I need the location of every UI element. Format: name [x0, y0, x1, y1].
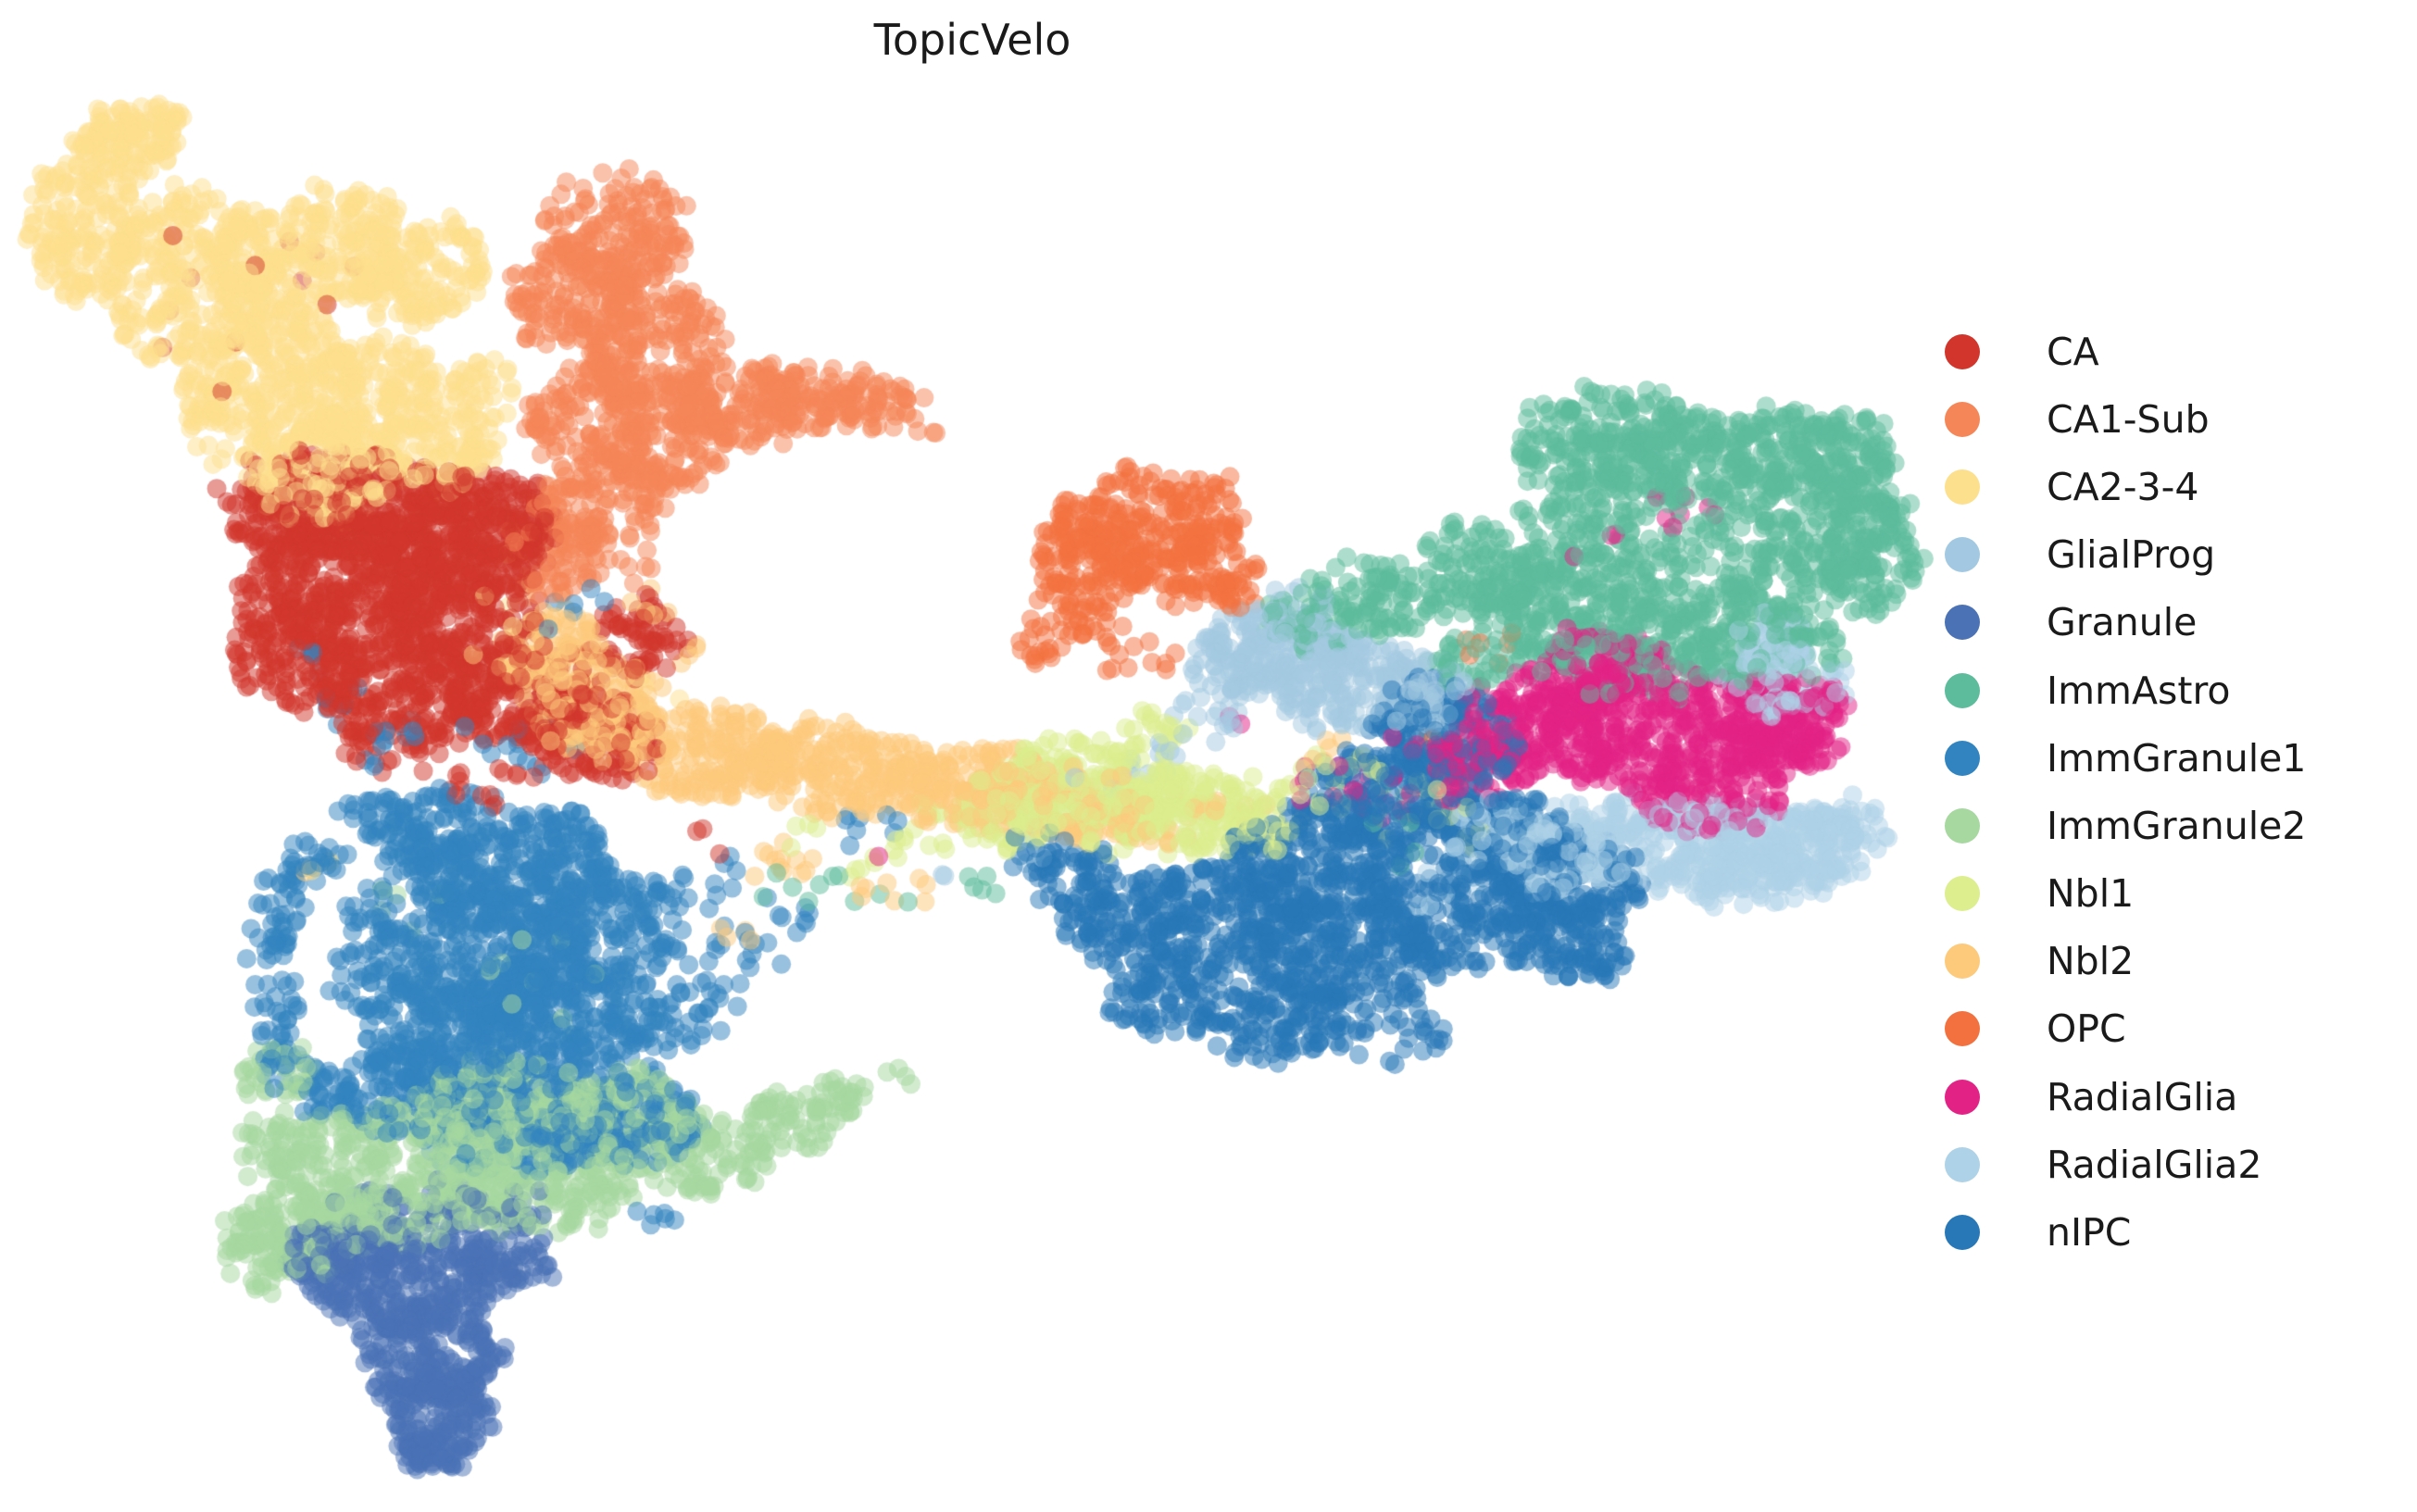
legend-marker-circle	[1945, 469, 1980, 505]
legend-label: OPC	[2047, 1006, 2126, 1052]
legend-marker-circle	[1945, 537, 1980, 573]
legend-label: ImmAstro	[2047, 668, 2231, 713]
legend-marker-circle	[1945, 672, 1980, 708]
legend-item-nIPC: nIPC	[1945, 1198, 2306, 1266]
legend-label: CA1-Sub	[2047, 396, 2210, 442]
legend-item-RadialGlia2: RadialGlia2	[1945, 1131, 2306, 1198]
legend-marker-circle	[1945, 1146, 1980, 1182]
legend-item-Nbl2: Nbl2	[1945, 928, 2306, 995]
legend-marker-circle	[1945, 740, 1980, 776]
legend-label: Granule	[2047, 600, 2198, 645]
legend-label: nIPC	[2047, 1210, 2132, 1256]
legend-item-RadialGlia: RadialGlia	[1945, 1063, 2306, 1131]
legend-marker-circle	[1945, 605, 1980, 641]
legend-item-ImmGranule1: ImmGranule1	[1945, 724, 2306, 792]
legend-item-CA: CA	[1945, 318, 2306, 385]
legend-label: RadialGlia	[2047, 1074, 2238, 1119]
legend-label: CA	[2047, 329, 2099, 374]
legend-marker-circle	[1945, 333, 1980, 369]
legend-item-ImmGranule2: ImmGranule2	[1945, 792, 2306, 859]
legend-label: GlialProg	[2047, 532, 2216, 578]
legend-marker-circle	[1945, 807, 1980, 843]
legend-marker-circle	[1945, 1079, 1980, 1115]
legend-item-Nbl1: Nbl1	[1945, 860, 2306, 928]
legend-item-CA1-Sub: CA1-Sub	[1945, 385, 2306, 453]
legend-item-ImmAstro: ImmAstro	[1945, 656, 2306, 724]
legend-label: CA2-3-4	[2047, 464, 2199, 509]
legend-item-Granule: Granule	[1945, 589, 2306, 656]
legend-marker-circle	[1945, 943, 1980, 980]
plot-title: TopicVelo	[873, 15, 1071, 65]
legend-item-CA2-3-4: CA2-3-4	[1945, 453, 2306, 520]
legend-label: ImmGranule2	[2047, 803, 2307, 848]
legend-marker-circle	[1945, 401, 1980, 437]
legend-label: RadialGlia2	[2047, 1142, 2262, 1187]
legend-label: ImmGranule1	[2047, 735, 2307, 781]
legend-label: Nbl1	[2047, 871, 2135, 917]
legend: CA CA1-Sub CA2-3-4 GlialProg Granule ImmAstro…	[1945, 318, 2306, 1267]
legend-marker-circle	[1945, 1011, 1980, 1047]
legend-marker-circle	[1945, 876, 1980, 912]
legend-label: Nbl2	[2047, 939, 2135, 984]
legend-item-GlialProg: GlialProg	[1945, 521, 2306, 589]
legend-marker-circle	[1945, 1215, 1980, 1251]
legend-item-OPC: OPC	[1945, 995, 2306, 1063]
